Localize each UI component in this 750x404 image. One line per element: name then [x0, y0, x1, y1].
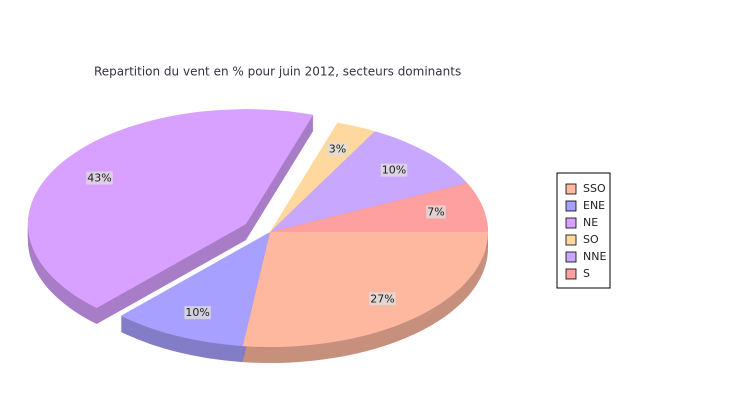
legend-label: NNE [583, 250, 606, 263]
legend-label: NE [583, 216, 598, 229]
legend-swatch [565, 200, 577, 212]
data-label-bg [426, 205, 446, 219]
data-label: 7% [427, 205, 444, 218]
legend-label: ENE [583, 199, 605, 212]
slice [270, 131, 468, 232]
data-label-bg [380, 163, 408, 177]
slice [120, 232, 270, 347]
legend-swatch [565, 217, 577, 229]
data-label: 10% [185, 306, 209, 319]
slice [27, 109, 314, 308]
data-label: 43% [87, 171, 111, 184]
legend-swatch [565, 183, 577, 195]
data-label-bg [184, 306, 211, 320]
chart-title: Repartition du vent en % pour juin 2012,… [94, 65, 461, 79]
data-label-bg [86, 171, 113, 185]
data-label-bg [327, 142, 348, 156]
data-label-bg [369, 292, 396, 306]
data-label: 27% [370, 292, 394, 305]
data-label: 10% [382, 164, 406, 177]
slice [242, 232, 488, 347]
slice [270, 122, 376, 232]
legend-label: SSO [583, 182, 606, 195]
data-label: 3% [329, 143, 346, 156]
slice [270, 183, 488, 232]
legend-swatch [565, 268, 577, 280]
legend-label: S [583, 267, 590, 280]
legend-swatch [565, 251, 577, 263]
legend-swatch [565, 234, 577, 246]
legend-label: SO [583, 233, 599, 246]
